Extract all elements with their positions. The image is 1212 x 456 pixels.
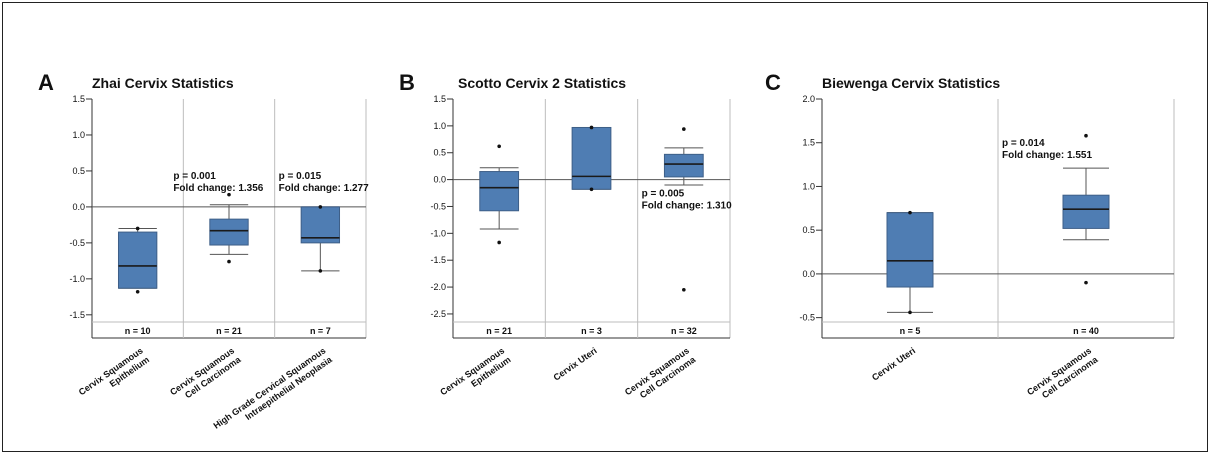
outlier-point: [589, 125, 594, 130]
n-label: n = 21: [216, 326, 242, 336]
category-label: Cervix Uteri: [870, 345, 917, 382]
annotation-text: Fold change: 1.551: [1002, 150, 1092, 161]
annotation-text: p = 0.015: [279, 171, 322, 182]
chart-title: Zhai Cervix Statistics: [92, 75, 234, 91]
panel-c: C Biewenga Cervix Statistics 2.0 1.5 1.0 0.5 0…: [765, 70, 1175, 400]
n-label: n = 21: [486, 326, 512, 336]
box-iqr: [209, 218, 249, 246]
y-tick-label: 0.0: [72, 202, 85, 212]
box-iqr: [886, 212, 934, 288]
annotation-text: Fold change: 1.277: [279, 183, 369, 194]
box-1: [886, 210, 934, 315]
panel-label: A: [38, 70, 54, 95]
y-tick-label: -1.5: [69, 310, 85, 320]
panel-label: B: [399, 70, 415, 95]
outlier-point: [908, 210, 912, 215]
outlier-point: [682, 287, 686, 292]
box-1: [479, 144, 520, 245]
n-label: n = 40: [1073, 326, 1099, 336]
y-tick-label: -0.5: [430, 201, 446, 211]
y-tick-label: 0.0: [802, 269, 815, 279]
panel-b: B Scotto Cervix 2 Statistics 1.5 1.0 0.5 0.0 -…: [399, 70, 732, 400]
n-label: n = 10: [125, 326, 151, 336]
outlier-point: [1084, 280, 1088, 285]
y-tick-label: 1.0: [433, 121, 446, 131]
annotation-text: Fold change: 1.310: [642, 200, 732, 211]
chart-title: Scotto Cervix 2 Statistics: [458, 75, 626, 91]
outlier-point: [497, 144, 501, 149]
y-tick-label: 0.0: [433, 175, 446, 185]
y-tick-label: -0.5: [799, 313, 815, 323]
y-tick-label: -1.0: [69, 274, 85, 284]
box-iqr: [300, 206, 341, 244]
box-2: [1062, 133, 1110, 285]
outlier-point: [135, 289, 140, 294]
outlier-point: [227, 192, 231, 197]
outlier-point: [589, 187, 594, 192]
outlier-point: [318, 269, 323, 273]
y-tick-label: 0.5: [433, 148, 446, 158]
box-iqr: [479, 171, 520, 212]
box-iqr: [1062, 194, 1110, 229]
outlier-point: [227, 259, 231, 264]
outlier-point: [318, 205, 323, 209]
annotation-text: p = 0.014: [1002, 138, 1045, 149]
category-label-line: Cervix Uteri: [552, 345, 599, 382]
box-iqr: [663, 153, 704, 178]
y-tick-label: 1.0: [72, 130, 85, 140]
category-label-line: Cervix Uteri: [870, 345, 917, 382]
n-label: n = 5: [900, 326, 921, 336]
y-tick-label: 0.5: [72, 166, 85, 176]
y-tick-label: 2.0: [802, 94, 815, 104]
y-tick-label: -1.5: [430, 255, 446, 265]
box-2: [209, 192, 249, 264]
outlier-point: [908, 310, 912, 315]
box-iqr: [117, 231, 158, 289]
box-3: [663, 127, 704, 292]
y-tick-label: -1.0: [430, 228, 446, 238]
box-iqr: [571, 126, 612, 190]
panel-a: A Zhai Cervix Statistics 1.5 1.0 0.5 0.0 -0.5 -…: [38, 70, 369, 431]
n-label: n = 7: [310, 326, 331, 336]
y-tick-label: -2.0: [430, 282, 446, 292]
category-label-line: Intraepithelial Neoplasia: [243, 354, 334, 422]
outlier-point: [682, 127, 686, 131]
n-label: n = 3: [581, 326, 602, 336]
annotation-text: p = 0.001: [173, 171, 216, 182]
n-label: n = 32: [671, 326, 697, 336]
category-label: Cervix Uteri: [552, 345, 599, 382]
y-tick-label: -0.5: [69, 238, 85, 248]
y-tick-label: 1.5: [802, 138, 815, 148]
box-3: [300, 205, 341, 273]
box-1: [117, 226, 158, 294]
y-tick-label: 0.5: [802, 225, 815, 235]
outlier-point: [1084, 133, 1088, 138]
box-2: [571, 125, 612, 192]
y-tick-label: 1.5: [433, 94, 446, 104]
y-tick-label: -2.5: [430, 309, 446, 319]
outlier-point: [135, 226, 140, 231]
panel-label: C: [765, 70, 781, 95]
outlier-point: [497, 240, 501, 245]
y-tick-label: 1.5: [72, 94, 85, 104]
y-tick-label: 1.0: [802, 181, 815, 191]
chart-title: Biewenga Cervix Statistics: [822, 75, 1000, 91]
annotation-text: Fold change: 1.356: [173, 183, 263, 194]
annotation-text: p = 0.005: [642, 188, 685, 199]
